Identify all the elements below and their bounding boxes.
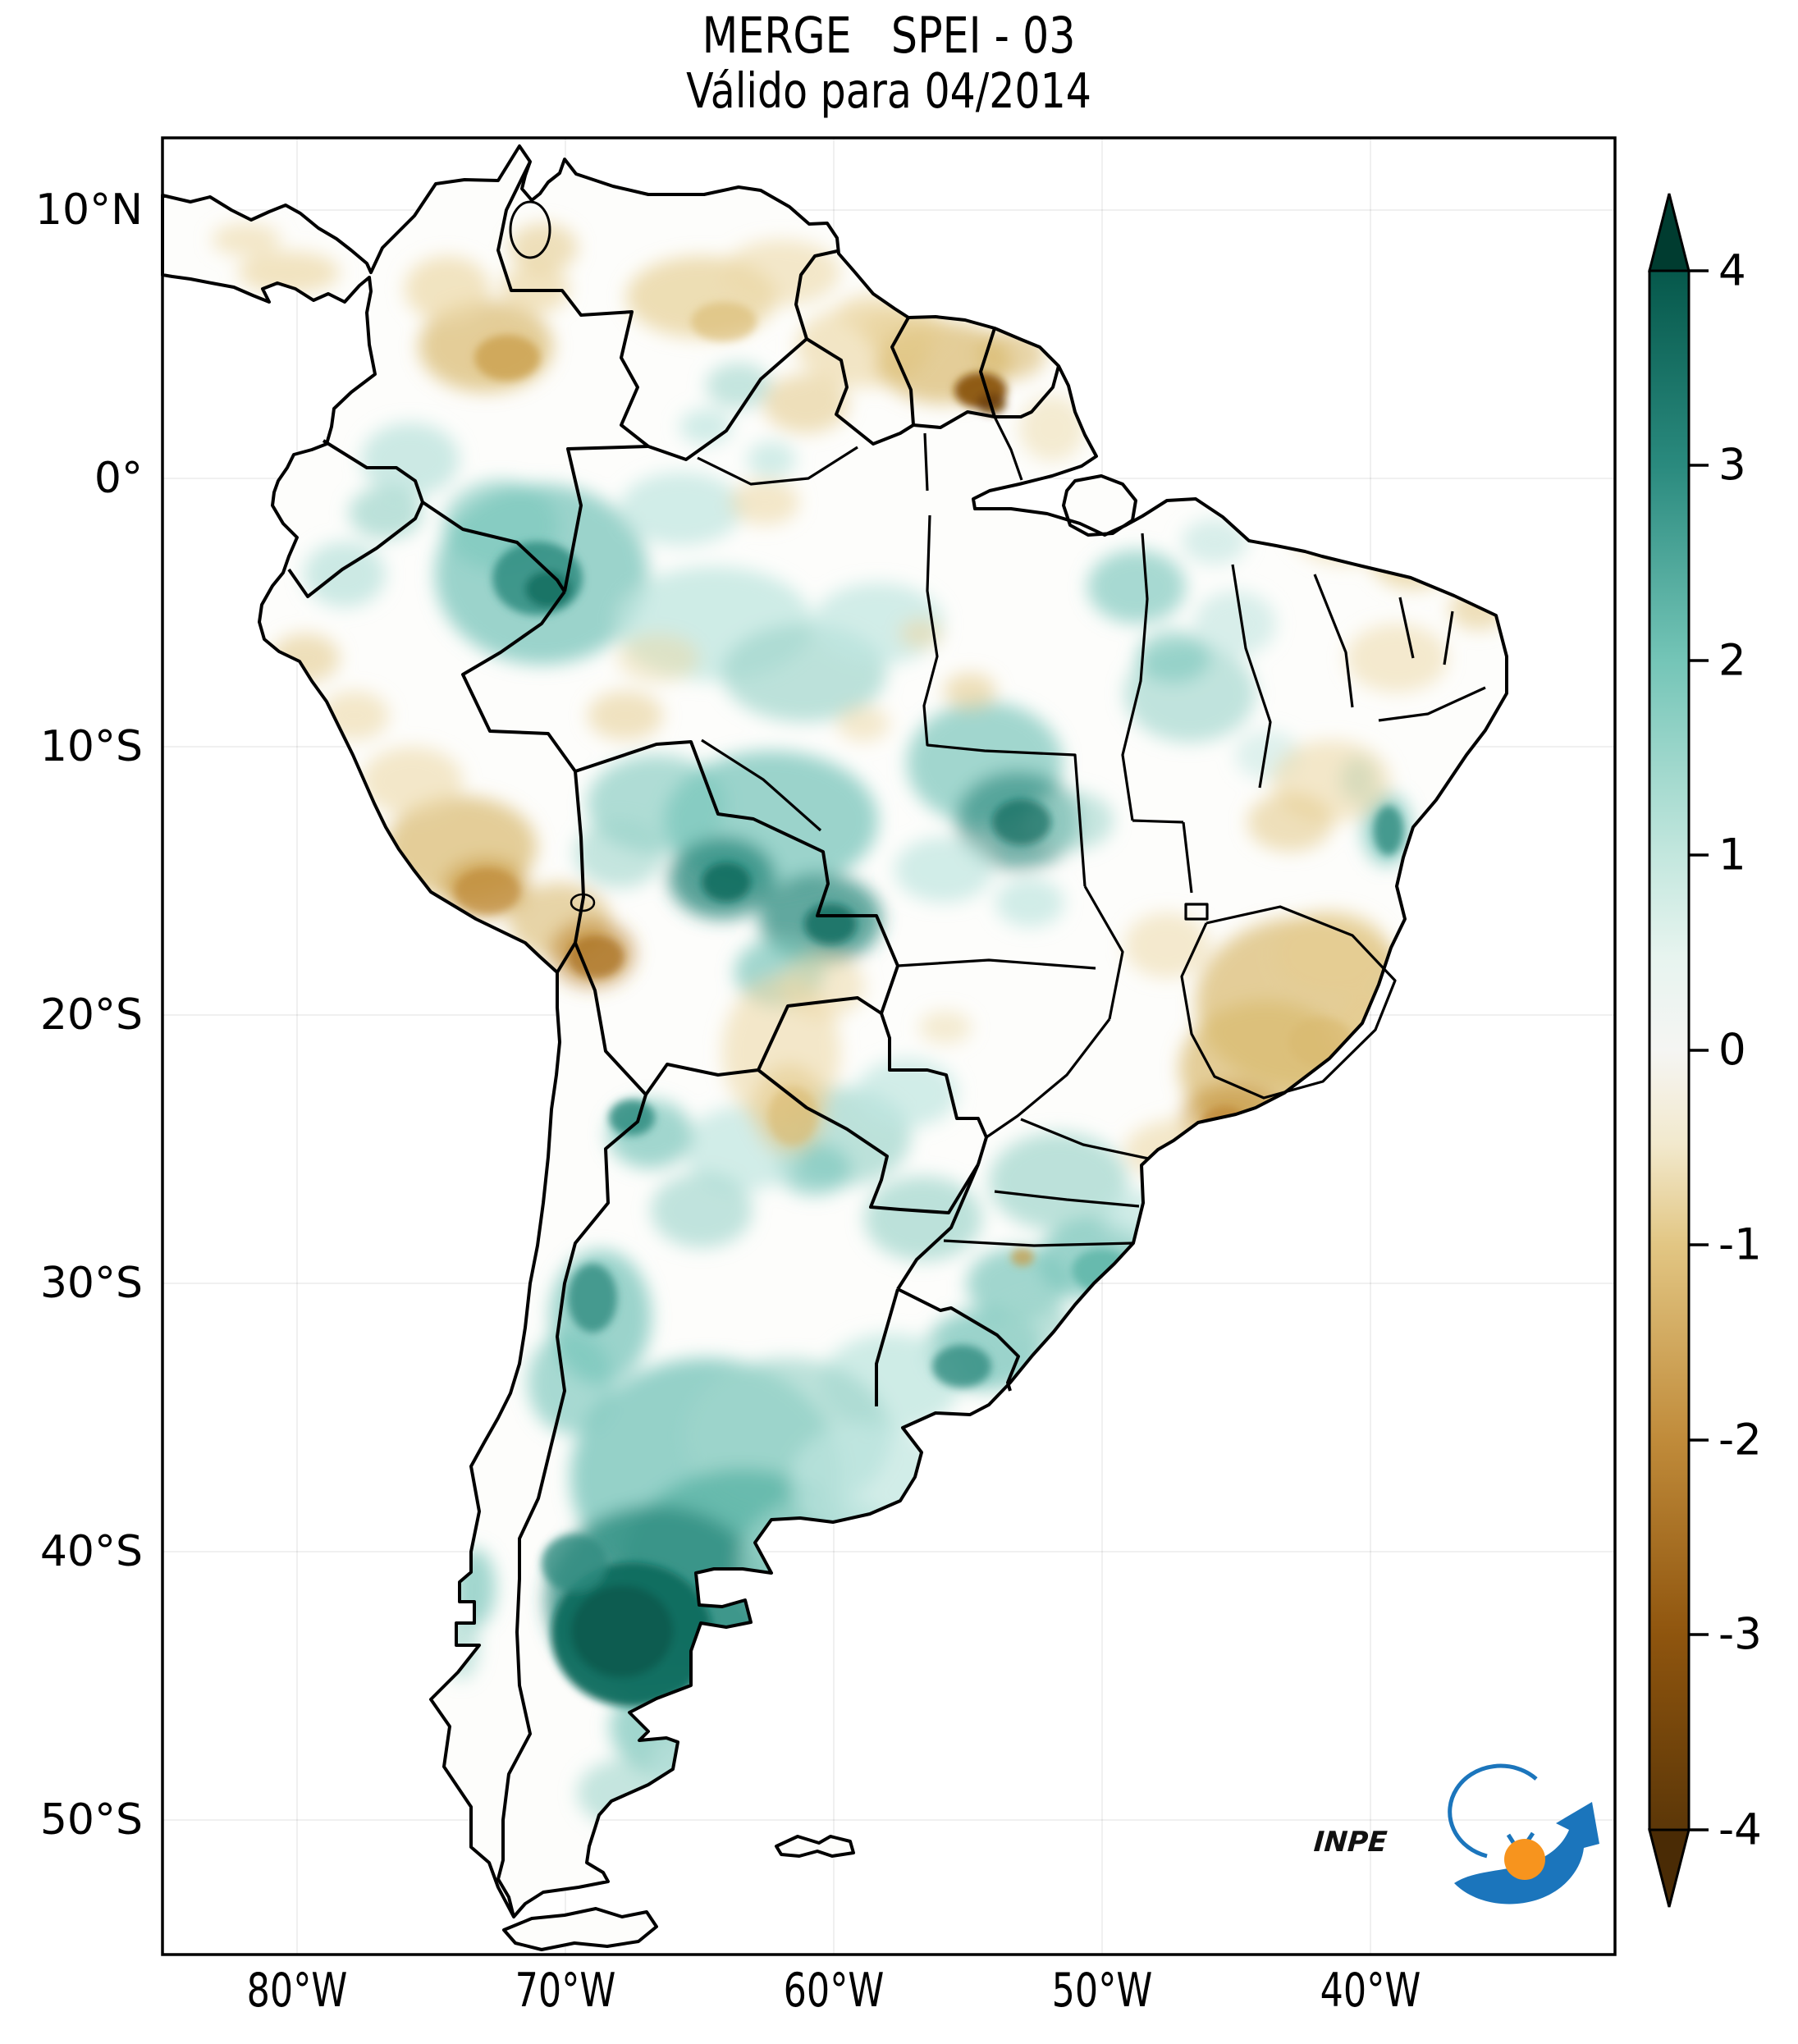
cbar-tick-0: 0 — [1718, 1025, 1746, 1076]
colorbar-extend-bottom — [1648, 1828, 1690, 1908]
falkland-islands — [775, 1835, 855, 1858]
lon-tick-70w: 70°W — [501, 1968, 629, 2014]
lon-tick-60w-text: 60°W — [783, 1964, 885, 2018]
lon-tick-40w-text: 40°W — [1320, 1964, 1421, 2018]
cbar-tick-1: 1 — [1718, 830, 1746, 880]
cbar-tick-m3: -3 — [1718, 1609, 1762, 1660]
lat-tick-50s: 50°S — [39, 1795, 143, 1845]
lat-tick-30s: 30°S — [39, 1259, 143, 1308]
lon-tick-60w: 60°W — [769, 1968, 898, 2014]
map-frame — [161, 136, 1617, 1956]
state-borders — [697, 416, 1486, 1247]
cbar-tick-m2: -2 — [1718, 1415, 1762, 1466]
cbar-tick-2: 2 — [1718, 635, 1746, 686]
colorbar — [1648, 193, 1709, 1908]
lat-tick-10s: 10°S — [39, 722, 143, 771]
inpe-logo-text: INPE — [1313, 1826, 1389, 1859]
lon-tick-70w-text: 70°W — [515, 1964, 616, 2018]
lat-tick-10n: 10°N — [34, 185, 143, 235]
tierra-del-fuego-island — [502, 1907, 658, 1951]
cbar-tick-3: 3 — [1718, 440, 1746, 491]
lat-tick-0: 0° — [94, 454, 143, 503]
lon-tick-40w: 40°W — [1306, 1968, 1434, 2014]
colorbar-gradient — [1648, 269, 1690, 1831]
marajo-island — [1062, 474, 1137, 537]
lon-tick-50w-text: 50°W — [1051, 1964, 1153, 2018]
cbar-tick-m1: -1 — [1718, 1219, 1762, 1270]
lat-tick-20s: 20°S — [39, 990, 143, 1040]
inpe-logo: INPE — [1313, 1763, 1599, 1905]
inpe-logo-orange-sphere — [1504, 1839, 1545, 1880]
colorbar-tick-marks — [1689, 269, 1709, 1831]
lake-maracaibo — [509, 200, 551, 259]
cbar-tick-m4: -4 — [1718, 1804, 1762, 1855]
figure-title-text: MERGE SPEI - 03 — [702, 7, 1076, 65]
figure-title: MERGE SPEI - 03 — [664, 7, 1114, 65]
lon-tick-80w: 80°W — [232, 1968, 361, 2014]
figure-subtitle: Válido para 04/2014 — [645, 62, 1133, 119]
colorbar-extend-top — [1648, 193, 1690, 272]
coastline — [161, 144, 1508, 1951]
inpe-logo-swoosh — [1454, 1802, 1599, 1905]
lon-tick-50w: 50°W — [1037, 1968, 1166, 2014]
inpe-logo-orbit-arc — [1448, 1763, 1538, 1859]
cbar-tick-4: 4 — [1718, 245, 1746, 296]
country-borders — [287, 161, 1060, 1918]
lon-tick-80w-text: 80°W — [246, 1964, 348, 2018]
figure-subtitle-text: Válido para 04/2014 — [686, 62, 1091, 119]
lat-tick-40s: 40°S — [39, 1527, 143, 1576]
